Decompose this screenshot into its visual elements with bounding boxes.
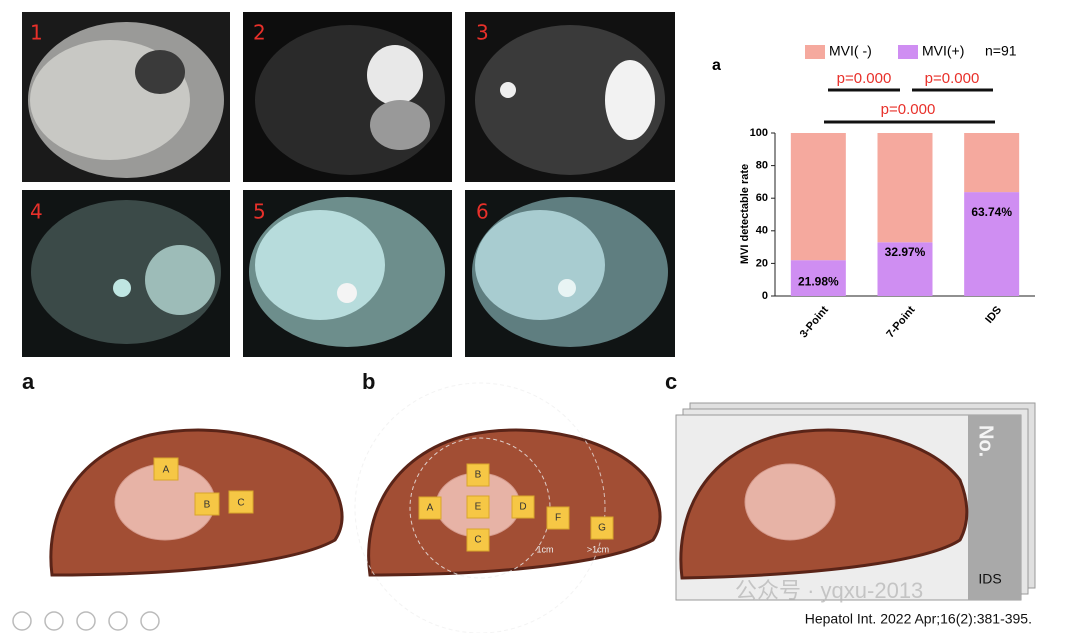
sample-box (466, 528, 490, 552)
sample-box (153, 457, 179, 481)
distance-label: >1cm (587, 544, 609, 554)
sample-box (228, 490, 254, 514)
liver-diagram: No. IDS (675, 402, 1036, 601)
box-label: C (474, 535, 481, 546)
sample-box (418, 496, 442, 520)
image-number: 4 (30, 200, 43, 224)
liver-diagram: A B C (49, 428, 344, 577)
mri-organ (367, 45, 423, 105)
player-toolbar (12, 611, 160, 631)
mri-organ (605, 60, 655, 140)
chart: a n=91 p=0.000 p=0.000 p=0.000 MVI detec… (712, 43, 1035, 340)
panel-label: a (22, 369, 35, 394)
label-strip (968, 415, 1021, 600)
y-tick-label: 0 (762, 290, 768, 302)
mri-organ (370, 100, 430, 150)
image-number: 5 (253, 200, 266, 224)
image-number: 6 (476, 200, 489, 224)
sample-size: n=91 (985, 43, 1017, 59)
legend-label: MVI( -) (829, 43, 872, 59)
sample-box (511, 495, 535, 519)
margin-circle (354, 382, 606, 633)
citation: Hepatol Int. 2022 Apr;16(2):381-395. (805, 611, 1032, 627)
image-number: 1 (30, 21, 43, 45)
play-button[interactable] (12, 611, 32, 631)
more-button[interactable] (140, 611, 160, 631)
y-tick-label: 80 (756, 160, 768, 172)
panel-label: b (362, 369, 375, 394)
y-tick-label: 40 (756, 225, 768, 237)
bar-segment (790, 260, 846, 296)
mri-organ (135, 50, 185, 94)
sample-box (194, 492, 220, 516)
legend-swatch (805, 45, 825, 59)
watermark: 公众号 · yqxu-2013 (735, 578, 923, 603)
mri-grid: 1 2 3 4 5 6 (22, 12, 675, 357)
p-value: p=0.000 (837, 70, 892, 87)
mri-organ (145, 245, 215, 315)
strip-label: No. (975, 425, 997, 457)
y-axis-title: MVI detectable rate (739, 164, 751, 264)
sample-box (546, 506, 570, 530)
image-number: 3 (476, 21, 489, 45)
tumor (744, 463, 836, 541)
bar-segment (877, 242, 933, 296)
mri-body (475, 25, 665, 175)
panel-label: c (665, 369, 677, 394)
pen-button[interactable] (44, 611, 64, 631)
liver-diagram: A B E D C F G 1cm >1cm (354, 382, 662, 633)
data-label: 32.97% (885, 245, 926, 259)
zoom-button[interactable] (108, 611, 128, 631)
box-label: B (204, 500, 211, 511)
sample-box (590, 516, 614, 540)
mri-vessel (113, 279, 131, 297)
p-value: p=0.000 (925, 70, 980, 87)
box-label: G (598, 523, 606, 534)
bar-segment (790, 133, 846, 261)
bar-segment (964, 133, 1020, 193)
box-label: B (475, 470, 482, 481)
panel-label: a (712, 57, 721, 74)
y-tick-label: 100 (750, 127, 768, 139)
box-label: A (427, 503, 434, 514)
legend-swatch (898, 45, 918, 59)
box-label: A (163, 465, 170, 476)
p-value: p=0.000 (881, 101, 936, 118)
image-number: 2 (253, 21, 266, 45)
mri-vessel (337, 283, 357, 303)
box-label: F (555, 513, 561, 524)
data-label: 21.98% (798, 274, 839, 288)
mri-vessel (558, 279, 576, 297)
mri-liver (475, 210, 605, 320)
data-label: 63.74% (971, 205, 1012, 219)
box-label: C (237, 498, 244, 509)
sample-box (466, 463, 490, 487)
method-label: IDS (978, 571, 1001, 587)
y-tick-label: 20 (756, 257, 768, 269)
box-label: E (475, 502, 482, 513)
mri-liver (255, 210, 385, 320)
bar-segment (877, 133, 933, 243)
mri-lesion (500, 82, 516, 98)
y-tick-label: 60 (756, 192, 768, 204)
mri-body (255, 25, 445, 175)
box-label: D (519, 502, 526, 513)
sample-box (466, 495, 490, 519)
slides-button[interactable] (76, 611, 96, 631)
distance-label: 1cm (536, 544, 553, 554)
legend-label: MVI(+) (922, 43, 964, 59)
bar-segment (964, 192, 1020, 296)
